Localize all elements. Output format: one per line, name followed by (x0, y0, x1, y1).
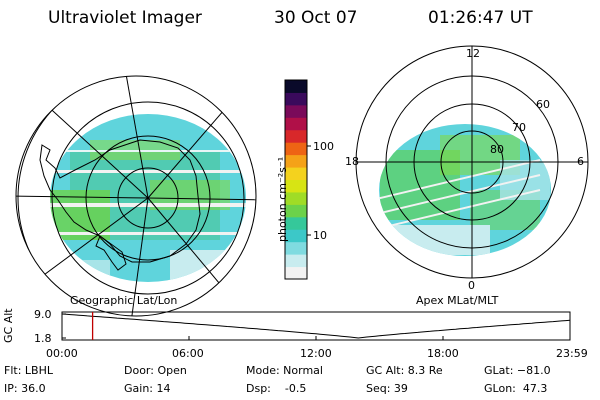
mlat-label-70: 70 (512, 121, 526, 134)
altitude-xtick-label-0000: 00:00 (46, 347, 78, 360)
colorbar-band (285, 254, 307, 268)
mlt-label-0: 0 (468, 279, 475, 292)
colorbar-band (285, 92, 307, 106)
colorbar-band (285, 117, 307, 131)
colorbar-band (285, 142, 307, 156)
mlt-label-6: 6 (577, 155, 584, 168)
right-map-border (355, 45, 589, 279)
mlat-label-80: 80 (490, 143, 504, 156)
altitude-ylabel: GC Alt (2, 308, 15, 343)
colorbar-band (285, 167, 307, 180)
altitude-curve (61, 313, 571, 339)
colorbar-band (285, 266, 307, 280)
colorbar-scale (285, 80, 307, 280)
altitude-xticks (61, 336, 571, 340)
colorbar-band (285, 241, 307, 255)
colorbar-tick-label-10: 10 (313, 229, 327, 242)
colorbar-band (285, 191, 307, 205)
instrument-title: Ultraviolet Imager (48, 8, 202, 28)
colorbar-band (285, 80, 307, 93)
colorbar-band (285, 154, 307, 168)
altitude-xtick-label-1800: 18:00 (427, 347, 459, 360)
right-mlat-grid (356, 46, 588, 278)
mlt-label-12: 12 (466, 47, 480, 60)
altitude-ytick-label-1.8: 1.8 (34, 332, 52, 345)
dsp-info: Dsp: -0.5 (246, 382, 307, 395)
time-label: 01:26:47 UT (428, 8, 533, 28)
colorbar-band (285, 229, 307, 243)
colorbar-band (285, 129, 307, 143)
left-map-border (15, 75, 257, 317)
left-coastline (39, 139, 201, 271)
altitude-ytick-label-9: 9.0 (34, 308, 52, 321)
left-map-caption: Geographic Lat/Lon (70, 294, 178, 307)
altitude-xtick-label-0600: 06:00 (172, 347, 204, 360)
colorbar-band (285, 179, 307, 193)
seq-info: Seq: 39 (366, 382, 408, 395)
colorbar-tick-label-100: 100 (313, 140, 334, 153)
altitude-xtick-label-2359: 23:59 (556, 347, 588, 360)
right-aurora-image (379, 124, 551, 256)
gain-info: Gain: 14 (124, 382, 171, 395)
right-map-caption: Apex MLat/MLT (416, 294, 499, 307)
gc-alt-info: GC Alt: 8.3 Re (366, 364, 443, 377)
colorbar-frame (284, 79, 308, 280)
door-info: Door: Open (124, 364, 187, 377)
mode-info: Mode: Normal (246, 364, 323, 377)
glat-info: GLat: −81.0 (484, 364, 551, 377)
colorbar-band (285, 104, 307, 118)
colorbar-band (285, 204, 307, 218)
glon-info: GLon: 47.3 (484, 382, 548, 395)
filter-info: Flt: LBHL (4, 364, 53, 377)
colorbar-band (285, 216, 307, 230)
colorbar-unit-label: photon cm⁻²s⁻¹ (276, 156, 289, 242)
ip-info: IP: 36.0 (4, 382, 46, 395)
date-label: 30 Oct 07 (274, 8, 358, 28)
mlt-label-18: 18 (345, 155, 359, 168)
mlat-label-60: 60 (536, 98, 550, 111)
altitude-xtick-label-1200: 12:00 (300, 347, 332, 360)
